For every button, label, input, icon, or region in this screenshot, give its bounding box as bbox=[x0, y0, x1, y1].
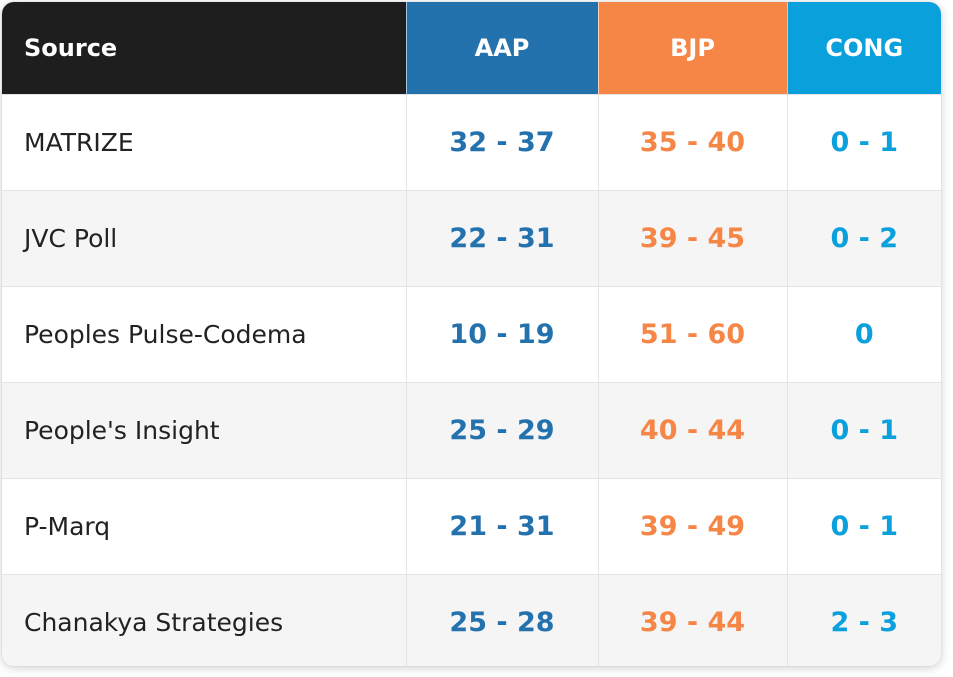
source-cell: Peoples Pulse-Codema bbox=[2, 286, 406, 383]
table-row: People's Insight 25 - 29 40 - 44 0 - 1 bbox=[2, 382, 941, 479]
bjp-seats-cell: 39 - 49 bbox=[597, 478, 787, 575]
aap-seats-cell: 10 - 19 bbox=[405, 286, 598, 383]
aap-seats-cell: 25 - 29 bbox=[405, 382, 598, 479]
table-row: Chanakya Strategies 25 - 28 39 - 44 2 - … bbox=[2, 574, 941, 666]
header-aap: AAP bbox=[405, 2, 598, 95]
source-cell: JVC Poll bbox=[2, 190, 406, 287]
bjp-seats-cell: 40 - 44 bbox=[597, 382, 787, 479]
cong-seats-cell: 0 - 1 bbox=[786, 382, 941, 479]
cong-seats-cell: 0 bbox=[786, 286, 941, 383]
exit-poll-table-card: Source AAP BJP CONG MATRIZE 32 - 37 35 -… bbox=[2, 2, 941, 666]
table-body: MATRIZE 32 - 37 35 - 40 0 - 1 JVC Poll 2… bbox=[2, 94, 941, 666]
bjp-seats-cell: 35 - 40 bbox=[597, 94, 787, 191]
aap-seats-cell: 25 - 28 bbox=[405, 574, 598, 666]
source-cell: Chanakya Strategies bbox=[2, 574, 406, 666]
cong-seats-cell: 0 - 2 bbox=[786, 190, 941, 287]
cong-seats-cell: 0 - 1 bbox=[786, 478, 941, 575]
source-cell: People's Insight bbox=[2, 382, 406, 479]
table-header: Source AAP BJP CONG bbox=[2, 2, 941, 95]
exit-poll-table: Source AAP BJP CONG MATRIZE 32 - 37 35 -… bbox=[2, 2, 941, 666]
bjp-seats-cell: 39 - 45 bbox=[597, 190, 787, 287]
aap-seats-cell: 21 - 31 bbox=[405, 478, 598, 575]
header-row: Source AAP BJP CONG bbox=[2, 2, 941, 95]
table-row: Peoples Pulse-Codema 10 - 19 51 - 60 0 bbox=[2, 286, 941, 383]
cong-seats-cell: 0 - 1 bbox=[786, 94, 941, 191]
aap-seats-cell: 32 - 37 bbox=[405, 94, 598, 191]
table-row: MATRIZE 32 - 37 35 - 40 0 - 1 bbox=[2, 94, 941, 191]
table-row: JVC Poll 22 - 31 39 - 45 0 - 2 bbox=[2, 190, 941, 287]
cong-seats-cell: 2 - 3 bbox=[786, 574, 941, 666]
aap-seats-cell: 22 - 31 bbox=[405, 190, 598, 287]
source-cell: MATRIZE bbox=[2, 94, 406, 191]
table-row: P-Marq 21 - 31 39 - 49 0 - 1 bbox=[2, 478, 941, 575]
header-bjp: BJP bbox=[597, 2, 787, 95]
source-cell: P-Marq bbox=[2, 478, 406, 575]
header-cong: CONG bbox=[786, 2, 941, 95]
bjp-seats-cell: 51 - 60 bbox=[597, 286, 787, 383]
bjp-seats-cell: 39 - 44 bbox=[597, 574, 787, 666]
header-source: Source bbox=[2, 2, 406, 95]
